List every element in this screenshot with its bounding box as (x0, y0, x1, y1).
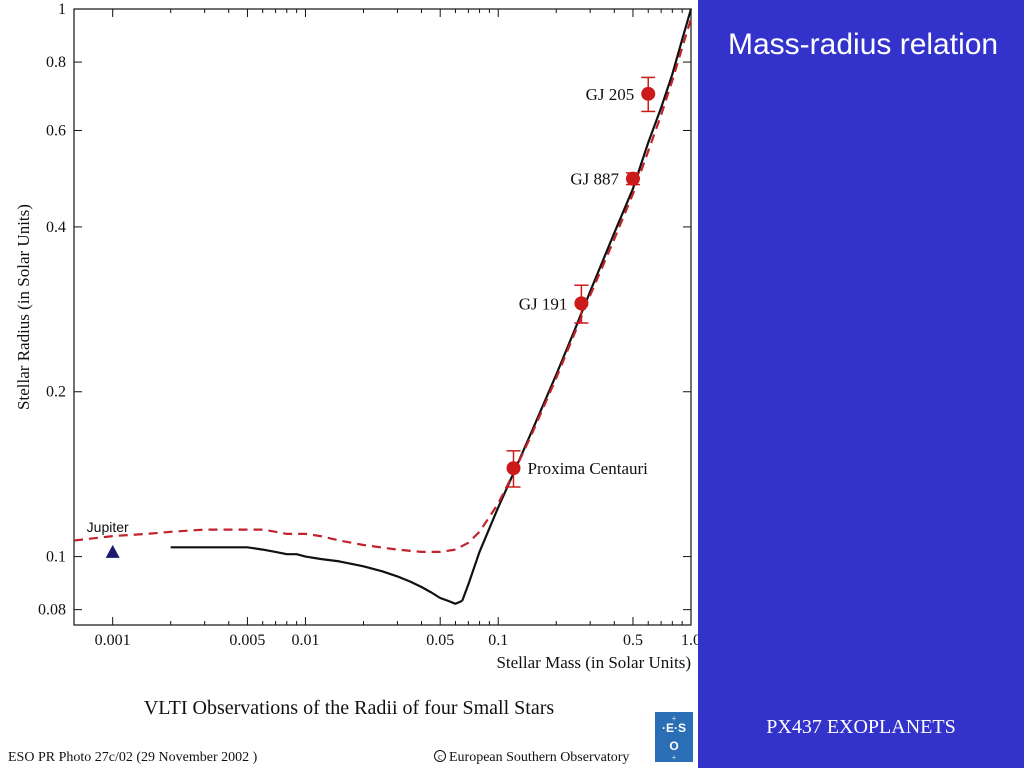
jupiter-label: Jupiter (87, 519, 129, 535)
data-point: GJ 887 (570, 170, 640, 189)
data-point: Proxima Centauri (506, 450, 648, 488)
point-label: GJ 205 (586, 85, 635, 104)
side-panel: Mass-radius relation PX437 EXOPLANETS (698, 0, 1024, 768)
x-tick-label: 0.001 (95, 632, 131, 649)
x-tick-label: 0.1 (488, 632, 508, 649)
y-axis-ticks: 0.08 0.1 0.2 0.4 0.6 0.8 1 (38, 1, 691, 619)
point-label: Proxima Centauri (527, 459, 648, 478)
point-marker (625, 171, 640, 186)
y-tick-label: 0.1 (46, 549, 66, 566)
y-tick-label: 0.08 (38, 602, 66, 619)
slide-title: Mass-radius relation (728, 28, 999, 61)
eso-logo-icon: ·E·S O + + (655, 712, 693, 762)
svg-text:+: + (672, 753, 677, 762)
data-points: GJ 205 GJ 887 GJ 191 Proxima Centauri (506, 76, 656, 488)
mass-radius-chart: 0.001 0.005 0.01 0.05 0.1 0.5 1.0 0.080.10.20.… (8, 1, 700, 765)
point-label: GJ 191 (519, 294, 568, 313)
x-tick-label: 0.005 (229, 632, 265, 649)
dashed-model-curve (73, 18, 693, 554)
data-point: GJ 191 (519, 284, 589, 324)
plot-frame (73, 8, 692, 626)
y-axis-label: Stellar Radius (in Solar Units) (14, 204, 33, 410)
point-label: GJ 887 (570, 170, 619, 189)
y-tick-label: 1 (58, 1, 66, 18)
point-marker (506, 461, 521, 476)
point-marker (641, 86, 656, 101)
x-tick-label: 0.01 (291, 632, 319, 649)
y-tick-label: 0.6 (46, 122, 66, 139)
y-tick-label: 0.8 (46, 54, 66, 71)
chart-title: VLTI Observations of the Radii of four S… (144, 697, 555, 719)
svg-text:O: O (669, 739, 678, 753)
copyright-icon: c (434, 750, 446, 762)
y-tick-label: 0.2 (46, 384, 66, 401)
slide-footer: PX437 EXOPLANETS (766, 716, 956, 738)
jupiter-marker (105, 544, 120, 558)
svg-text:c: c (438, 752, 442, 762)
x-tick-label: 0.05 (426, 632, 454, 649)
x-axis-label: Stellar Mass (in Solar Units) (496, 653, 691, 672)
markers: Jupiter (87, 519, 129, 558)
point-marker (574, 296, 589, 311)
x-tick-label: 1.0 (681, 632, 700, 649)
credit-left: ESO PR Photo 27c/02 (29 November 2002 ) (8, 750, 258, 765)
svg-text:·E·S: ·E·S (662, 721, 686, 735)
series-layer (73, 8, 693, 605)
svg-text:+: + (672, 714, 677, 723)
x-axis-ticks: 0.001 0.005 0.01 0.05 0.1 0.5 1.0 (95, 9, 700, 649)
credit-right: European Southern Observatory (449, 750, 629, 765)
x-tick-label: 0.5 (623, 632, 643, 649)
data-point: GJ 205 (586, 76, 656, 113)
solid-model-curve-2 (461, 8, 693, 602)
y-tick-label: 0.4 (46, 219, 66, 236)
solid-model-curve-1 (170, 546, 463, 605)
